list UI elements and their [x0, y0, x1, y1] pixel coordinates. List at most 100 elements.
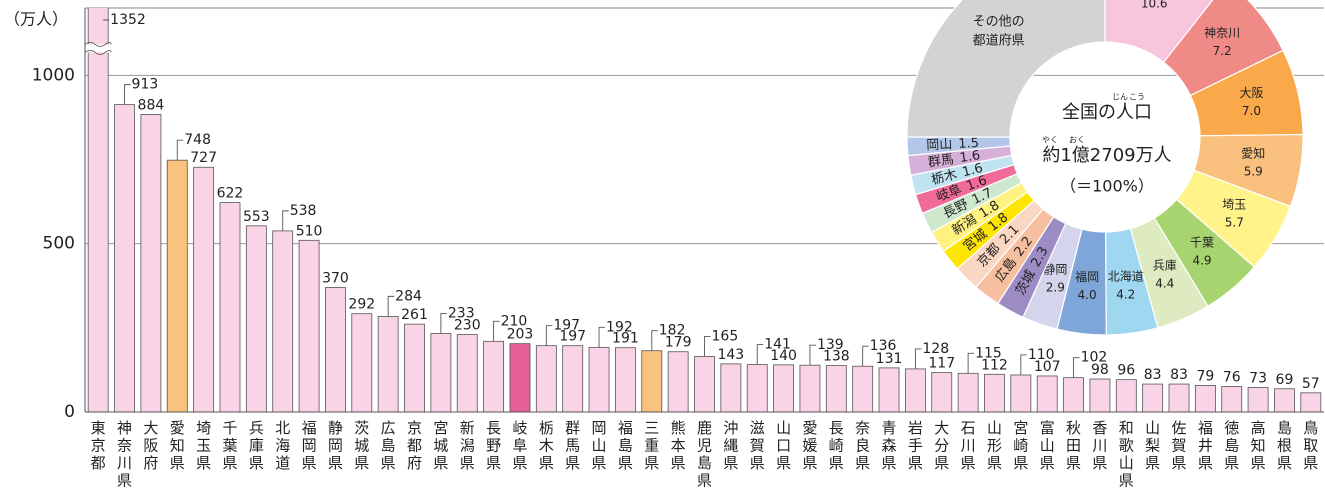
leader-line: [1073, 357, 1080, 378]
ruby: やく: [1042, 136, 1058, 145]
axis-break: [86, 44, 111, 53]
x-tick-label: 大阪府: [143, 419, 158, 472]
value-label: 230: [454, 318, 481, 334]
bar: [114, 104, 135, 413]
value-label: 913: [132, 77, 159, 93]
value-label: 210: [501, 313, 528, 329]
bar: [667, 351, 689, 413]
value-label: 233: [448, 306, 475, 322]
bar: [984, 373, 1005, 413]
value-label: 57: [1302, 376, 1320, 392]
bar: [904, 368, 926, 413]
x-tick-label: 広島県: [381, 419, 396, 472]
leader-line: [862, 345, 869, 367]
bar: [614, 347, 636, 413]
value-label: 727: [190, 150, 217, 166]
leader-line: [651, 330, 658, 351]
x-tick-label: 佐賀県: [1172, 419, 1187, 472]
bar: [1142, 383, 1164, 413]
x-tick-label: 山口県: [776, 419, 791, 472]
bar: [377, 315, 399, 413]
bar: [852, 365, 874, 413]
slice-label: 愛知: [1241, 146, 1265, 160]
bar: [799, 364, 821, 413]
leader-line: [493, 320, 500, 342]
axis-break: [84, 42, 112, 47]
slice-label: 静岡: [1043, 263, 1067, 277]
x-tick-label: 石川県: [961, 419, 976, 472]
x-tick-label: 福島県: [618, 419, 633, 472]
value-label: 117: [928, 356, 955, 372]
bar: [245, 225, 267, 413]
slice-value: 4.4: [1155, 277, 1174, 291]
bar: [325, 287, 346, 413]
value-label: 102: [1081, 350, 1108, 366]
leader-line: [914, 348, 922, 369]
bar: [509, 343, 531, 413]
value-label: 110: [1028, 347, 1055, 363]
x-tick-label: 群馬県: [565, 419, 580, 472]
value-label: 165: [712, 328, 739, 344]
bar: [878, 367, 900, 413]
value-label: 292: [348, 297, 375, 313]
slice-label: 北海道: [1108, 269, 1144, 284]
bar: [219, 202, 241, 413]
slice-label: 岡山 1.5: [926, 135, 979, 152]
value-label: 83: [1170, 367, 1188, 383]
x-tick-label: 長崎県: [829, 419, 844, 472]
slice-value: 1.5: [958, 135, 979, 151]
bar: [298, 239, 320, 413]
slice-label: 福岡: [1075, 269, 1099, 284]
leader-line: [124, 84, 131, 105]
donut-note: （＝100%）: [1060, 177, 1154, 196]
slice-label: 群馬 1.6: [927, 148, 981, 170]
x-tick-label: 奈良県: [855, 419, 870, 472]
x-tick-label: 東京都: [91, 419, 106, 472]
x-tick-label: 鹿児島県: [697, 419, 712, 490]
x-tick-label: 福井県: [1198, 419, 1213, 472]
bar: [641, 350, 663, 413]
value-label: 179: [665, 335, 692, 351]
bar: [456, 334, 478, 413]
x-tick-label: 静岡県: [328, 419, 343, 472]
bar: [746, 364, 768, 413]
value-label: 96: [1117, 363, 1135, 379]
y-tick-label: 1000: [32, 65, 75, 85]
bar: [1089, 378, 1111, 413]
value-label: 197: [559, 329, 586, 345]
bar: [272, 230, 294, 413]
slice-value: 5.9: [1244, 164, 1263, 178]
value-label: 112: [981, 357, 1008, 373]
value-label: 261: [401, 307, 428, 323]
donut-title: 全国の人口: [1062, 102, 1152, 123]
bar: [87, 8, 109, 413]
x-tick-label: 京都府: [407, 419, 422, 472]
value-label: 203: [507, 327, 534, 343]
x-tick-label: 岡山県: [592, 419, 607, 472]
value-label: 197: [553, 318, 580, 334]
bar: [720, 363, 742, 413]
x-tick-label: 栃木県: [539, 419, 554, 472]
value-label: 191: [612, 331, 639, 347]
bar: [351, 313, 373, 413]
leader-line: [176, 139, 184, 161]
value-label: 284: [395, 288, 422, 304]
x-tick-label: 岐阜県: [512, 419, 527, 472]
value-label: 182: [659, 323, 686, 339]
x-tick-label: 新潟県: [460, 419, 475, 472]
x-tick-label: 島根県: [1277, 419, 1292, 472]
value-label: 538: [290, 203, 317, 219]
x-tick-label: 神奈川県: [117, 419, 132, 490]
bar: [1274, 388, 1295, 413]
x-tick-label: 宮城県: [433, 419, 448, 472]
bar: [825, 365, 847, 413]
bar: [535, 345, 557, 413]
x-tick-label: 大分県: [934, 419, 949, 472]
leader-line: [387, 295, 395, 317]
value-label: 83: [1144, 367, 1162, 383]
donut-total: 約1億2709万人: [1042, 145, 1171, 166]
slice-value: 4.9: [1192, 254, 1211, 268]
slice-label: 兵庫: [1153, 259, 1177, 273]
value-label: 128: [922, 341, 949, 357]
